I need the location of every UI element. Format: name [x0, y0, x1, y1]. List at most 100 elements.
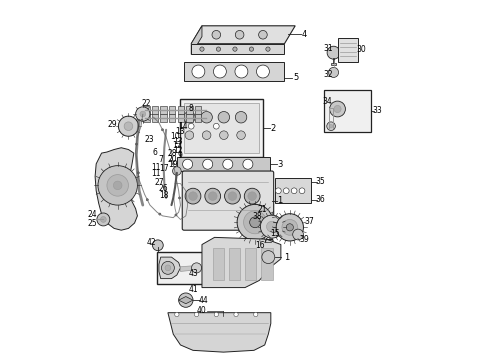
- Text: 5: 5: [294, 73, 298, 82]
- Bar: [275, 178, 311, 203]
- Circle shape: [165, 265, 171, 271]
- Circle shape: [266, 47, 270, 51]
- Text: 6: 6: [152, 148, 157, 157]
- Text: 23: 23: [145, 135, 154, 144]
- Circle shape: [175, 312, 179, 317]
- Polygon shape: [159, 257, 180, 279]
- Text: 25: 25: [87, 219, 97, 228]
- Circle shape: [192, 263, 201, 273]
- Polygon shape: [195, 114, 201, 122]
- Polygon shape: [152, 106, 158, 114]
- Circle shape: [275, 188, 281, 194]
- Circle shape: [245, 188, 260, 204]
- Polygon shape: [143, 114, 149, 122]
- Polygon shape: [160, 114, 167, 122]
- Circle shape: [208, 192, 217, 201]
- Circle shape: [299, 188, 305, 194]
- Text: 7: 7: [158, 155, 163, 164]
- Circle shape: [260, 215, 283, 238]
- Circle shape: [100, 217, 106, 222]
- Circle shape: [140, 111, 146, 117]
- Polygon shape: [191, 44, 285, 54]
- Circle shape: [334, 105, 341, 113]
- Text: 43: 43: [188, 269, 198, 278]
- Text: 36: 36: [315, 195, 325, 204]
- Circle shape: [188, 123, 194, 129]
- Bar: [184, 62, 285, 81]
- Text: 20: 20: [168, 155, 177, 164]
- Circle shape: [201, 112, 212, 123]
- Circle shape: [183, 159, 193, 169]
- Polygon shape: [184, 103, 259, 153]
- Circle shape: [235, 31, 244, 39]
- Circle shape: [237, 204, 273, 240]
- Circle shape: [205, 188, 220, 204]
- Text: 14: 14: [178, 122, 188, 131]
- Text: 34: 34: [322, 97, 332, 106]
- Text: 21: 21: [257, 205, 267, 214]
- Circle shape: [330, 101, 345, 117]
- Circle shape: [291, 188, 297, 194]
- Text: 26: 26: [158, 184, 168, 193]
- Polygon shape: [186, 114, 193, 122]
- Polygon shape: [179, 297, 193, 304]
- Text: 39: 39: [299, 235, 309, 244]
- Text: 42: 42: [147, 238, 157, 247]
- Text: 28: 28: [168, 149, 177, 158]
- Circle shape: [124, 122, 133, 131]
- Circle shape: [141, 119, 143, 121]
- Text: 4: 4: [301, 30, 307, 39]
- Circle shape: [233, 47, 237, 51]
- Text: 31: 31: [324, 44, 333, 53]
- Circle shape: [244, 211, 267, 234]
- Circle shape: [192, 65, 205, 78]
- Text: 24: 24: [87, 210, 97, 219]
- Circle shape: [172, 163, 174, 165]
- Circle shape: [283, 188, 289, 194]
- Circle shape: [269, 238, 273, 243]
- Circle shape: [184, 112, 195, 123]
- Circle shape: [136, 107, 150, 121]
- Text: 29: 29: [107, 120, 117, 129]
- Circle shape: [119, 116, 139, 136]
- Polygon shape: [160, 106, 167, 114]
- Text: 40: 40: [196, 306, 206, 315]
- Circle shape: [214, 65, 226, 78]
- Text: 35: 35: [315, 177, 325, 186]
- Text: 19: 19: [168, 160, 177, 169]
- FancyBboxPatch shape: [182, 171, 274, 230]
- Text: 10: 10: [170, 132, 179, 141]
- Circle shape: [220, 131, 228, 139]
- Text: 33: 33: [372, 106, 382, 115]
- Text: 8: 8: [189, 104, 194, 113]
- Text: 2: 2: [270, 123, 275, 132]
- Circle shape: [327, 122, 335, 131]
- Text: 15: 15: [270, 229, 280, 238]
- Circle shape: [237, 131, 245, 139]
- Circle shape: [161, 261, 174, 274]
- Circle shape: [179, 293, 193, 307]
- Text: 41: 41: [188, 285, 198, 294]
- Circle shape: [146, 199, 148, 201]
- Polygon shape: [152, 114, 158, 122]
- Bar: [177, 157, 270, 171]
- Polygon shape: [143, 106, 149, 114]
- Polygon shape: [177, 106, 184, 114]
- Circle shape: [214, 123, 219, 129]
- Text: 3: 3: [277, 160, 283, 169]
- Polygon shape: [213, 248, 224, 280]
- Circle shape: [185, 131, 194, 139]
- Circle shape: [175, 214, 177, 216]
- Circle shape: [161, 129, 164, 131]
- Polygon shape: [202, 237, 281, 288]
- Polygon shape: [245, 248, 256, 280]
- Polygon shape: [169, 114, 175, 122]
- Circle shape: [113, 181, 122, 190]
- Circle shape: [224, 188, 240, 204]
- Circle shape: [329, 125, 333, 128]
- Circle shape: [282, 220, 298, 235]
- Circle shape: [178, 197, 181, 199]
- Circle shape: [135, 143, 138, 145]
- Circle shape: [234, 312, 238, 317]
- Text: 22: 22: [142, 99, 151, 108]
